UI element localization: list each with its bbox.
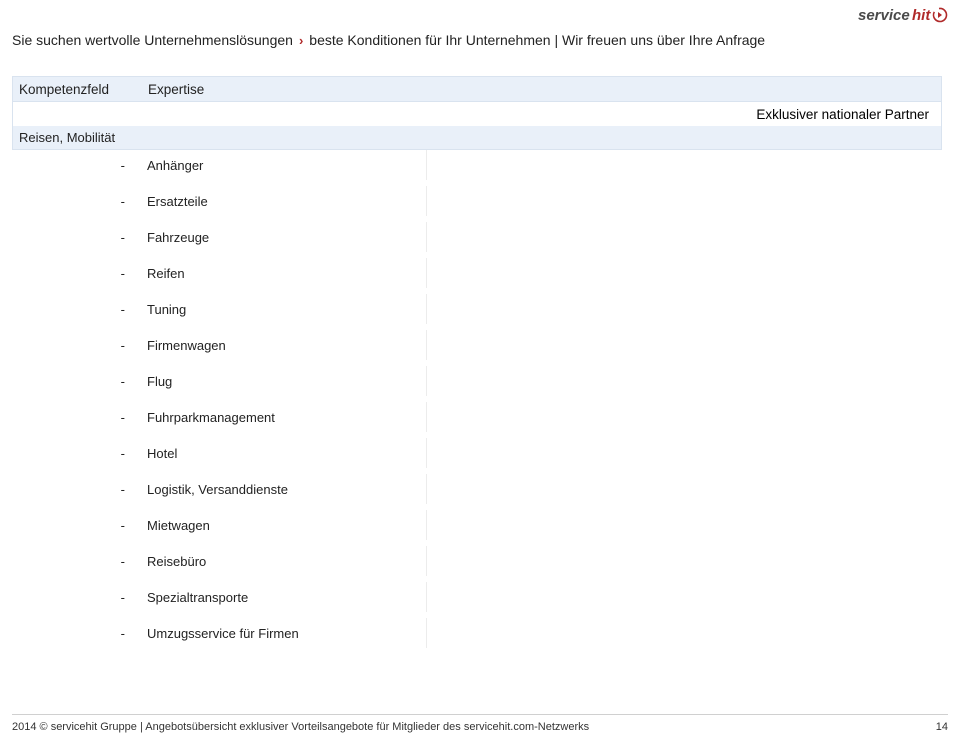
logo-text-1: service xyxy=(858,7,910,24)
items-container: -Anhänger-Ersatzteile-Fahrzeuge-Reifen-T… xyxy=(12,150,942,648)
bullet-dash-icon: - xyxy=(12,410,147,425)
item-label: Umzugsservice für Firmen xyxy=(147,618,427,648)
spacer xyxy=(427,258,942,288)
item-label: Fuhrparkmanagement xyxy=(147,402,427,432)
chevron-right-icon: › xyxy=(299,33,303,48)
spacer xyxy=(427,294,942,324)
header-kompetenzfeld: Kompetenzfeld xyxy=(13,82,148,97)
table-row: -Tuning xyxy=(12,294,942,324)
table-row: -Fuhrparkmanagement xyxy=(12,402,942,432)
table-row: -Flug xyxy=(12,366,942,396)
table-row: -Firmenwagen xyxy=(12,330,942,360)
item-label: Anhänger xyxy=(147,150,427,180)
table-row: -Ersatzteile xyxy=(12,186,942,216)
bullet-dash-icon: - xyxy=(12,446,147,461)
footer: 2014 © servicehit Gruppe | Angebotsübers… xyxy=(12,714,948,733)
item-label: Hotel xyxy=(147,438,427,468)
table-row: -Hotel xyxy=(12,438,942,468)
bullet-dash-icon: - xyxy=(12,338,147,353)
item-label: Flug xyxy=(147,366,427,396)
item-label: Spezialtransporte xyxy=(147,582,427,612)
logo: service hit xyxy=(858,6,950,26)
item-label: Logistik, Versanddienste xyxy=(147,474,427,504)
bullet-dash-icon: - xyxy=(12,194,147,209)
spacer xyxy=(427,366,942,396)
category-row: Reisen, Mobilität xyxy=(12,126,942,150)
table-row: -Umzugsservice für Firmen xyxy=(12,618,942,648)
spacer xyxy=(427,150,942,180)
table-row: -Reisebüro xyxy=(12,546,942,576)
item-label: Reisebüro xyxy=(147,546,427,576)
footer-text: 2014 © servicehit Gruppe | Angebotsübers… xyxy=(12,721,589,733)
spacer xyxy=(427,438,942,468)
spacer xyxy=(427,186,942,216)
logo-play-icon xyxy=(938,12,942,18)
item-label: Reifen xyxy=(147,258,427,288)
table-row: -Spezialtransporte xyxy=(12,582,942,612)
bullet-dash-icon: - xyxy=(12,374,147,389)
bullet-dash-icon: - xyxy=(12,230,147,245)
item-label: Fahrzeuge xyxy=(147,222,427,252)
bullet-dash-icon: - xyxy=(12,518,147,533)
item-label: Firmenwagen xyxy=(147,330,427,360)
tagline-part1: Sie suchen wertvolle Unternehmenslösunge… xyxy=(12,32,293,48)
logo-text-2: hit xyxy=(912,7,931,24)
spacer xyxy=(427,618,942,648)
page: service hit Sie suchen wertvolle Unterne… xyxy=(0,0,960,747)
bullet-dash-icon: - xyxy=(12,590,147,605)
competence-table: Kompetenzfeld Expertise Exklusiver natio… xyxy=(12,76,942,648)
bullet-dash-icon: - xyxy=(12,266,147,281)
tagline: Sie suchen wertvolle Unternehmenslösunge… xyxy=(12,32,765,48)
bullet-dash-icon: - xyxy=(12,626,147,641)
table-row: -Logistik, Versanddienste xyxy=(12,474,942,504)
page-number: 14 xyxy=(936,721,948,733)
spacer xyxy=(427,546,942,576)
bullet-dash-icon: - xyxy=(12,158,147,173)
item-label: Ersatzteile xyxy=(147,186,427,216)
table-header-row: Kompetenzfeld Expertise xyxy=(12,76,942,102)
bullet-dash-icon: - xyxy=(12,302,147,317)
table-row: -Reifen xyxy=(12,258,942,288)
table-row: -Fahrzeuge xyxy=(12,222,942,252)
bullet-dash-icon: - xyxy=(12,482,147,497)
header-expertise: Expertise xyxy=(148,82,453,97)
partner-strip: Exklusiver nationaler Partner xyxy=(12,102,942,126)
table-row: -Anhänger xyxy=(12,150,942,180)
category-label: Reisen, Mobilität xyxy=(19,130,115,145)
spacer xyxy=(427,402,942,432)
item-label: Mietwagen xyxy=(147,510,427,540)
table-row: -Mietwagen xyxy=(12,510,942,540)
spacer xyxy=(427,582,942,612)
partner-label: Exklusiver nationaler Partner xyxy=(756,107,929,122)
bullet-dash-icon: - xyxy=(12,554,147,569)
item-label: Tuning xyxy=(147,294,427,324)
spacer xyxy=(427,222,942,252)
spacer xyxy=(427,474,942,504)
spacer xyxy=(427,330,942,360)
tagline-part2: beste Konditionen für Ihr Unternehmen | … xyxy=(309,32,765,48)
spacer xyxy=(427,510,942,540)
